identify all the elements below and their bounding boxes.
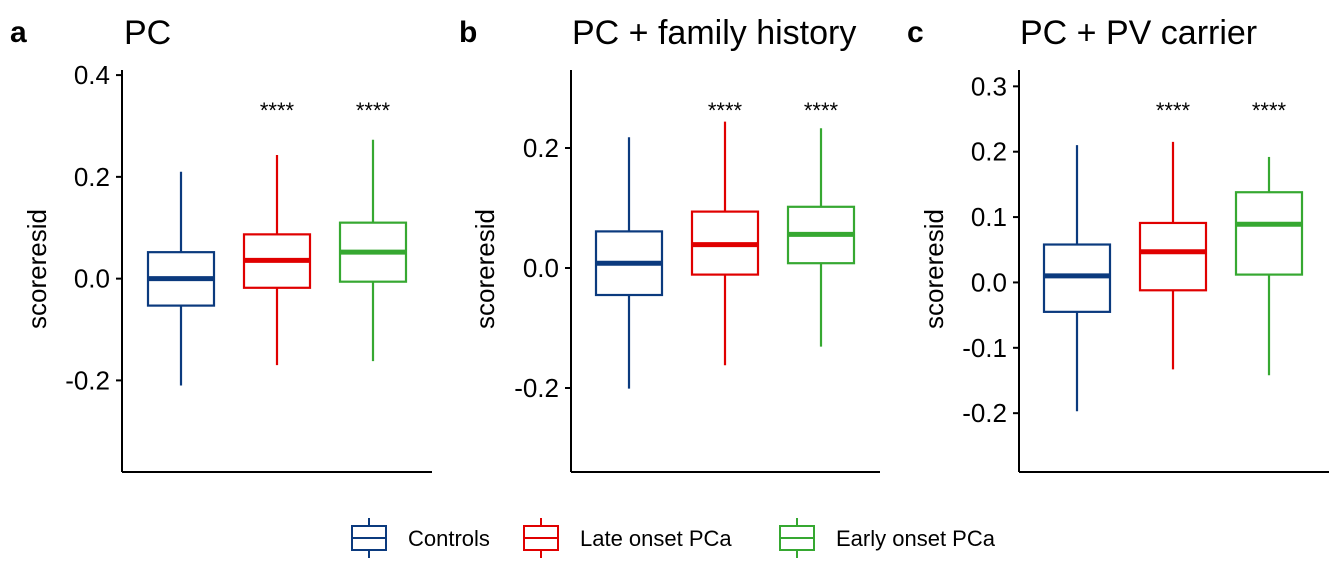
panel-letter: c bbox=[907, 16, 924, 49]
y-axis-title: scoreresid bbox=[22, 209, 52, 329]
panel-letter: a bbox=[10, 16, 27, 49]
panel-letter: b bbox=[459, 16, 477, 49]
box-early-onset-pca: **** bbox=[786, 98, 856, 347]
y-tick-label: 0.1 bbox=[971, 202, 1007, 232]
significance-label: **** bbox=[260, 98, 295, 123]
box-early-onset-pca: **** bbox=[1234, 98, 1304, 376]
significance-label: **** bbox=[1156, 98, 1191, 123]
y-tick-label: -0.1 bbox=[962, 333, 1007, 363]
panel-a: a PC -0.2 0.0 0.2 0.4 scoreresid **** **** bbox=[10, 14, 432, 473]
y-tick-label: 0.4 bbox=[74, 60, 110, 90]
y-tick-label: 0.2 bbox=[523, 133, 559, 163]
y-tick-label: 0.3 bbox=[971, 71, 1007, 101]
legend-item: Early onset PCa bbox=[779, 518, 996, 558]
box-early-onset-pca: **** bbox=[338, 98, 408, 362]
legend-label: Controls bbox=[408, 526, 490, 551]
box-late-onset-pca: **** bbox=[1138, 98, 1208, 370]
significance-label: **** bbox=[804, 98, 839, 123]
panel-title: PC bbox=[124, 14, 171, 52]
legend-label: Early onset PCa bbox=[836, 526, 996, 551]
box-controls bbox=[146, 171, 216, 386]
box-late-onset-pca: **** bbox=[690, 98, 760, 366]
legend-item: Late onset PCa bbox=[523, 518, 732, 558]
panel-title: PC + PV carrier bbox=[1020, 14, 1257, 52]
significance-label: **** bbox=[1252, 98, 1287, 123]
iqr-box bbox=[1234, 191, 1304, 276]
panels: a PC -0.2 0.0 0.2 0.4 scoreresid **** **** b PC + … bbox=[10, 14, 1329, 473]
iqr-box bbox=[1138, 221, 1208, 292]
legend-label: Late onset PCa bbox=[580, 526, 732, 551]
significance-label: **** bbox=[708, 98, 743, 123]
box-controls bbox=[594, 137, 664, 389]
y-axis-title: scoreresid bbox=[919, 209, 949, 329]
y-tick-label: 0.2 bbox=[971, 137, 1007, 167]
box-late-onset-pca: **** bbox=[242, 98, 312, 366]
y-tick-label: 0.2 bbox=[74, 162, 110, 192]
y-tick-label: 0.0 bbox=[523, 253, 559, 283]
panel-title: PC + family history bbox=[572, 14, 856, 52]
y-axis-title: scoreresid bbox=[470, 209, 500, 329]
legend-item: Controls bbox=[351, 518, 490, 558]
y-tick-label: -0.2 bbox=[962, 398, 1007, 428]
significance-label: **** bbox=[356, 98, 391, 123]
panel-c: c PC + PV carrier -0.2 -0.1 0.0 0.1 0.2 0.3 scor… bbox=[907, 14, 1329, 473]
y-tick-label: -0.2 bbox=[65, 365, 110, 395]
box-controls bbox=[1042, 145, 1112, 412]
legend: Controls Late onset PCa Early onset PCa bbox=[351, 518, 996, 558]
y-tick-label: 0.0 bbox=[74, 264, 110, 294]
panel-b: b PC + family history -0.2 0.0 0.2 scoreresid… bbox=[459, 14, 880, 473]
y-tick-label: 0.0 bbox=[971, 267, 1007, 297]
y-tick-label: -0.2 bbox=[514, 373, 559, 403]
